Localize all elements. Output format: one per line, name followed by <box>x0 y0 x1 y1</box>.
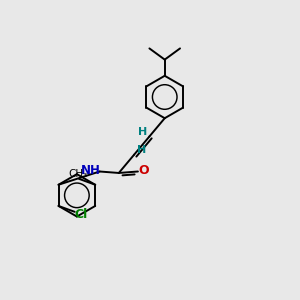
Text: H: H <box>138 127 148 137</box>
Text: O: O <box>139 164 149 177</box>
Text: CH₃: CH₃ <box>68 169 87 178</box>
Text: H: H <box>136 145 146 155</box>
Text: Cl: Cl <box>75 208 88 221</box>
Text: NH: NH <box>81 164 101 176</box>
